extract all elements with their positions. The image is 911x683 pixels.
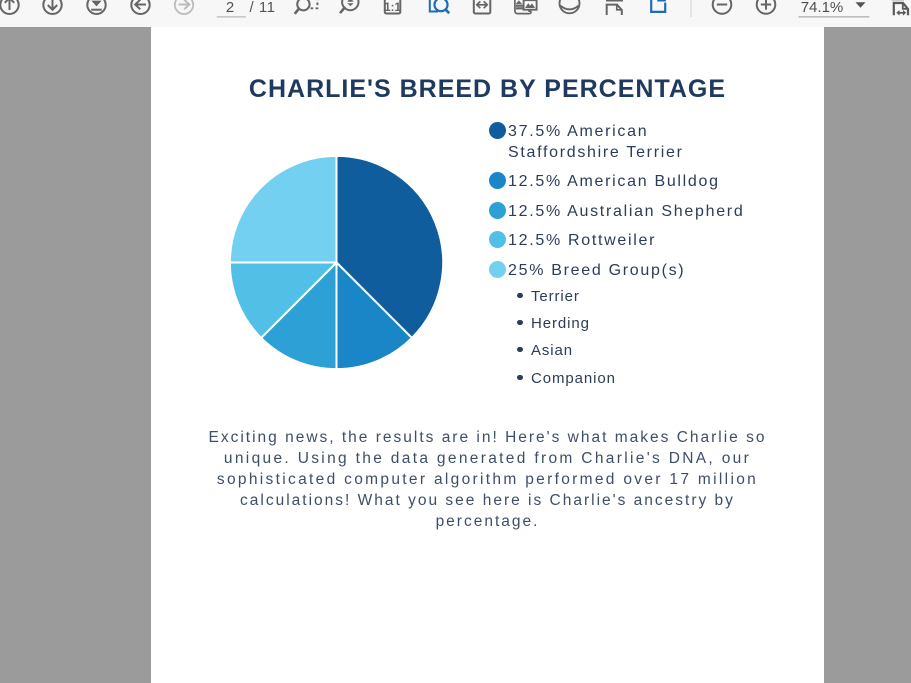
svg-text:2: 2 <box>226 0 234 16</box>
svg-text:74.1%: 74.1% <box>801 0 844 16</box>
svg-text:1:1: 1:1 <box>384 2 401 14</box>
svg-text:/ 11: / 11 <box>250 0 276 16</box>
